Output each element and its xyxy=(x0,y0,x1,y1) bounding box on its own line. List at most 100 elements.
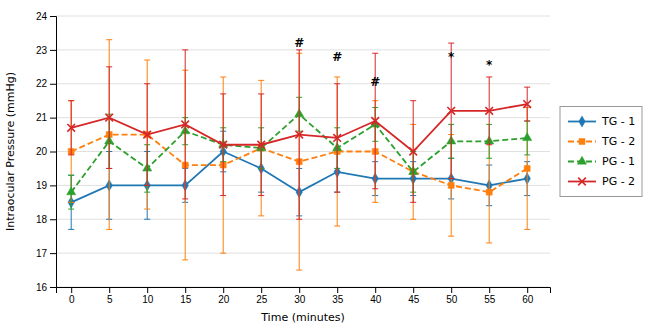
legend-label: PG - 1 xyxy=(602,155,635,168)
legend-item: TG - 1 xyxy=(568,115,635,128)
x-axis-line xyxy=(57,288,551,294)
marker xyxy=(523,133,532,141)
error-cap xyxy=(258,93,264,94)
error-cap xyxy=(334,192,340,193)
error-cap xyxy=(144,219,150,220)
legend-label: TG - 1 xyxy=(601,115,635,128)
y-tick-mark xyxy=(50,219,56,220)
error-cap xyxy=(144,185,150,186)
annotation: * xyxy=(448,50,455,64)
error-bar xyxy=(106,67,112,169)
x-tick: 60 xyxy=(522,287,534,305)
error-cap xyxy=(410,219,416,220)
y-tick: 24 xyxy=(36,11,56,22)
y-tick: 19 xyxy=(36,180,56,191)
x-tick-label: 5 xyxy=(107,294,113,305)
y-tick: 17 xyxy=(36,248,56,259)
error-cap xyxy=(68,100,74,101)
legend-frame xyxy=(560,107,642,197)
marker xyxy=(447,107,455,115)
grid-line xyxy=(56,16,550,17)
marker xyxy=(371,117,379,125)
error-cap xyxy=(144,60,150,61)
error-cap xyxy=(448,236,454,237)
error-bar xyxy=(144,84,150,186)
y-tick-label: 16 xyxy=(36,282,48,293)
error-line xyxy=(71,175,72,229)
error-cap xyxy=(258,215,264,216)
y-tick: 16 xyxy=(36,282,56,293)
error-line xyxy=(109,40,110,230)
error-cap xyxy=(486,158,492,159)
x-tick: 10 xyxy=(142,287,154,305)
error-bar xyxy=(182,50,188,199)
x-tick-mark xyxy=(413,287,414,293)
error-cap xyxy=(448,178,454,179)
error-cap xyxy=(182,259,188,260)
marker xyxy=(523,100,531,108)
marker xyxy=(295,131,303,139)
error-cap xyxy=(486,144,492,145)
error-cap xyxy=(524,229,530,230)
error-bar xyxy=(68,175,74,229)
marker xyxy=(219,141,227,149)
legend-marker xyxy=(578,178,586,186)
x-tick-label: 25 xyxy=(256,294,268,305)
legend: TG - 1TG - 2PG - 1PG - 2 xyxy=(560,107,642,197)
legend-label: PG - 2 xyxy=(602,175,635,188)
error-bar xyxy=(524,87,530,121)
legend-marker xyxy=(577,156,586,164)
y-tick-label: 18 xyxy=(36,214,48,225)
marker xyxy=(181,121,189,129)
error-cap xyxy=(220,195,226,196)
annotation: # xyxy=(370,75,380,89)
y-tick: 21 xyxy=(36,112,56,123)
error-cap xyxy=(106,168,112,169)
y-tick: 18 xyxy=(36,214,56,225)
error-cap xyxy=(106,229,112,230)
marker xyxy=(67,124,75,132)
marker xyxy=(257,141,265,149)
error-bar xyxy=(220,94,226,196)
y-tick-mark xyxy=(50,287,56,288)
error-bar xyxy=(334,84,340,192)
error-cap xyxy=(68,154,74,155)
marker xyxy=(524,165,530,171)
y-tick-label: 22 xyxy=(36,78,48,89)
legend-item: PG - 2 xyxy=(568,175,635,188)
error-cap xyxy=(410,100,416,101)
series xyxy=(68,40,530,270)
y-tick-mark xyxy=(50,118,56,119)
error-bar xyxy=(334,77,340,226)
x-tick-mark xyxy=(261,287,262,293)
error-cap xyxy=(334,76,340,77)
x-tick-mark xyxy=(223,287,224,293)
y-tick-mark xyxy=(50,152,56,153)
error-bar xyxy=(68,101,74,155)
error-cap xyxy=(258,195,264,196)
x-tick-label: 40 xyxy=(370,294,382,305)
annotation: # xyxy=(332,50,342,64)
marker xyxy=(143,131,151,139)
error-cap xyxy=(372,202,378,203)
error-cap xyxy=(334,192,340,193)
error-cap xyxy=(220,93,226,94)
error-cap xyxy=(68,100,74,101)
annotation: * xyxy=(486,58,493,72)
error-cap xyxy=(144,209,150,210)
chart: 0510152025303540455055601617181920212223… xyxy=(0,0,650,327)
error-bar xyxy=(410,101,416,203)
annotations: ###** xyxy=(294,36,493,89)
marker xyxy=(485,107,493,115)
error-cap xyxy=(258,80,264,81)
error-cap xyxy=(68,175,74,176)
error-cap xyxy=(106,39,112,40)
error-cap xyxy=(296,270,302,271)
error-bar xyxy=(106,40,112,230)
error-cap xyxy=(448,43,454,44)
x-tick-label: 10 xyxy=(142,294,154,305)
error-cap xyxy=(144,83,150,84)
y-tick: 23 xyxy=(36,45,56,56)
grid-line xyxy=(56,253,550,254)
y-tick-label: 24 xyxy=(36,11,48,22)
